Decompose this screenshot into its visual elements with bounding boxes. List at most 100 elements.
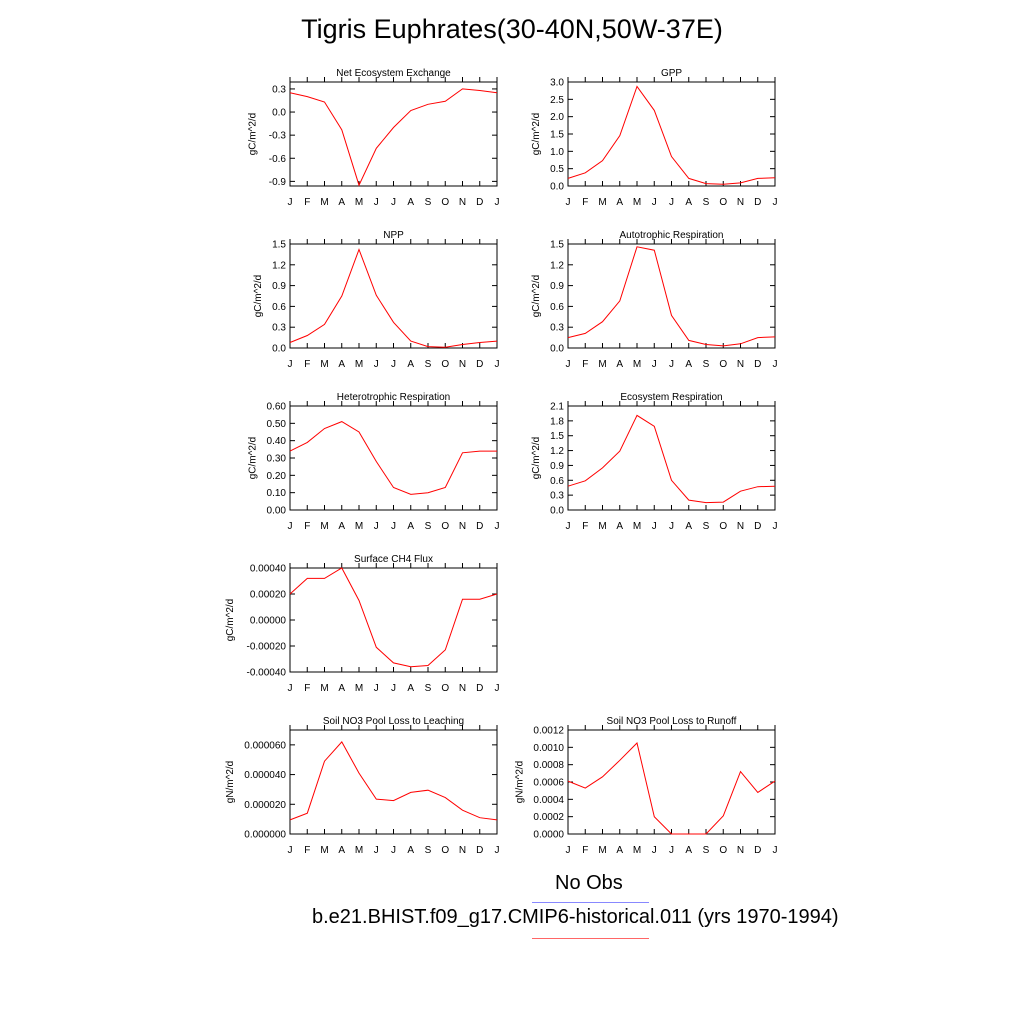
- x-tick-label: O: [441, 521, 449, 532]
- x-tick-label: S: [425, 197, 432, 208]
- y-tick-label: 0.0006: [533, 778, 564, 789]
- x-tick-label: J: [652, 845, 657, 856]
- y-tick-label: 0.0010: [533, 743, 564, 754]
- x-tick-label: J: [288, 683, 293, 694]
- y-tick-label: 0.0: [550, 182, 564, 193]
- x-tick-label: M: [320, 359, 328, 370]
- x-tick-label: M: [598, 359, 606, 370]
- x-tick-label: J: [566, 359, 571, 370]
- series-line: [567, 742, 776, 835]
- y-tick-label: 0.6: [550, 476, 564, 487]
- x-tick-label: M: [355, 683, 363, 694]
- x-tick-label: J: [773, 197, 778, 208]
- chart-title: Soil NO3 Pool Loss to Runoff: [607, 716, 737, 727]
- plot-frame: [567, 405, 776, 511]
- y-axis-label: gC/m^2/d: [531, 113, 542, 156]
- chart-title: Ecosystem Respiration: [620, 392, 722, 403]
- y-tick-label: 0.20: [267, 471, 287, 482]
- x-tick-label: A: [685, 359, 692, 370]
- x-tick-label: S: [425, 359, 432, 370]
- plot-frame: [289, 729, 498, 835]
- x-tick-label: F: [582, 521, 588, 532]
- x-tick-label: J: [566, 521, 571, 532]
- x-tick-label: D: [476, 521, 483, 532]
- y-tick-label: 2.0: [550, 112, 564, 123]
- plot-frame: [567, 243, 776, 349]
- x-tick-label: J: [391, 845, 396, 856]
- x-tick-label: O: [441, 197, 449, 208]
- x-tick-label: J: [495, 845, 500, 856]
- charts-canvas: Net Ecosystem Exchange 0.3 0.0 -0.3 -0.6 -0.9…: [225, 68, 778, 856]
- series-line: [289, 88, 498, 187]
- x-tick-label: J: [669, 359, 674, 370]
- x-tick-label: N: [459, 521, 466, 532]
- x-tick-label: J: [288, 521, 293, 532]
- x-tick-label: J: [773, 359, 778, 370]
- x-tick-label: F: [582, 359, 588, 370]
- plot-frame: [289, 405, 498, 511]
- x-tick-label: A: [407, 521, 414, 532]
- y-tick-label: 0.0000: [533, 830, 564, 841]
- legend-line-model: [532, 938, 649, 939]
- x-tick-label: N: [737, 845, 744, 856]
- chart-title: Surface CH4 Flux: [354, 554, 433, 565]
- x-tick-label: J: [773, 521, 778, 532]
- x-tick-label: A: [338, 845, 345, 856]
- y-tick-label: 1.8: [550, 416, 564, 427]
- x-tick-label: J: [374, 845, 379, 856]
- series-line: [567, 246, 776, 347]
- plot-frame: [289, 567, 498, 673]
- page-title: Tigris Euphrates(30-40N,50W-37E): [301, 14, 723, 44]
- y-tick-label: 0.0: [272, 108, 286, 119]
- y-tick-label: 0.40: [267, 436, 287, 447]
- chart-title: Autotrophic Respiration: [620, 230, 724, 241]
- x-tick-label: M: [320, 521, 328, 532]
- x-tick-label: S: [425, 521, 432, 532]
- x-tick-label: J: [374, 359, 379, 370]
- series-line: [567, 414, 776, 504]
- x-tick-label: J: [652, 197, 657, 208]
- x-tick-label: A: [407, 845, 414, 856]
- x-tick-label: D: [476, 683, 483, 694]
- x-tick-label: O: [719, 359, 727, 370]
- x-tick-label: M: [355, 197, 363, 208]
- x-tick-label: J: [652, 521, 657, 532]
- plot-frame: [289, 81, 498, 187]
- y-tick-label: 3.0: [550, 78, 564, 89]
- x-tick-label: J: [652, 359, 657, 370]
- x-tick-label: D: [754, 521, 761, 532]
- x-tick-label: M: [355, 845, 363, 856]
- y-tick-label: 0.0: [272, 344, 286, 355]
- x-tick-label: O: [719, 845, 727, 856]
- x-tick-label: M: [320, 197, 328, 208]
- y-tick-label: 0.0012: [533, 726, 564, 737]
- x-tick-label: J: [288, 845, 293, 856]
- x-tick-label: N: [737, 359, 744, 370]
- x-tick-label: J: [669, 197, 674, 208]
- y-tick-label: 0.000040: [244, 770, 286, 781]
- y-tick-label: 0.00000: [250, 616, 287, 627]
- x-tick-label: J: [374, 521, 379, 532]
- x-tick-label: A: [616, 845, 623, 856]
- x-tick-label: A: [407, 683, 414, 694]
- x-tick-label: J: [495, 683, 500, 694]
- y-tick-label: 0.0002: [533, 812, 564, 823]
- x-tick-label: J: [374, 197, 379, 208]
- x-tick-label: O: [719, 197, 727, 208]
- y-tick-label: 2.5: [550, 95, 564, 106]
- x-tick-label: J: [566, 845, 571, 856]
- x-tick-label: F: [582, 845, 588, 856]
- x-tick-label: A: [616, 521, 623, 532]
- y-tick-label: 1.5: [272, 240, 286, 251]
- y-axis-label: gC/m^2/d: [225, 599, 236, 642]
- y-axis-label: gC/m^2/d: [248, 437, 259, 480]
- series-line: [567, 85, 776, 185]
- x-tick-label: M: [598, 197, 606, 208]
- x-tick-label: F: [304, 197, 310, 208]
- chart-title: Net Ecosystem Exchange: [336, 68, 451, 79]
- y-tick-label: 0.30: [267, 454, 287, 465]
- y-axis-label: gN/m^2/d: [225, 761, 236, 804]
- x-tick-label: D: [476, 359, 483, 370]
- x-tick-label: J: [391, 197, 396, 208]
